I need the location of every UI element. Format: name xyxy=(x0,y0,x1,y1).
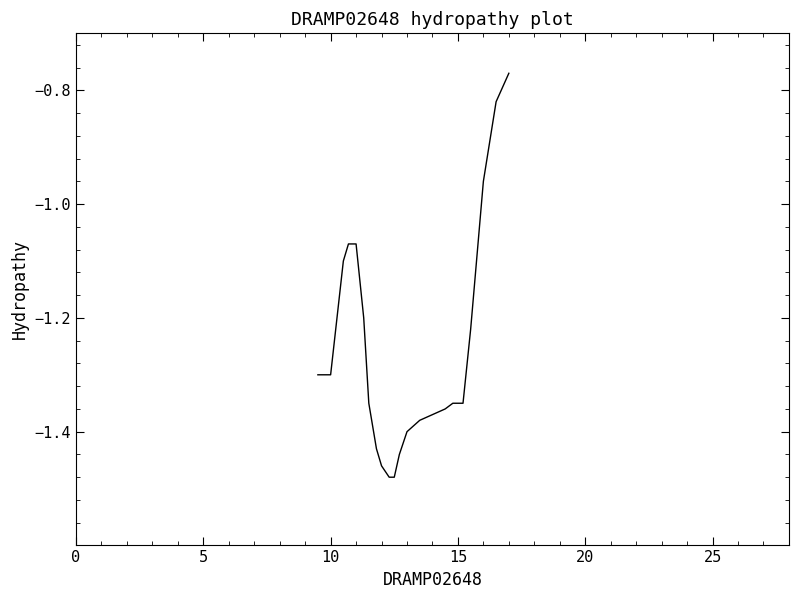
X-axis label: DRAMP02648: DRAMP02648 xyxy=(382,571,482,589)
Y-axis label: Hydropathy: Hydropathy xyxy=(11,239,29,340)
Title: DRAMP02648 hydropathy plot: DRAMP02648 hydropathy plot xyxy=(291,11,574,29)
